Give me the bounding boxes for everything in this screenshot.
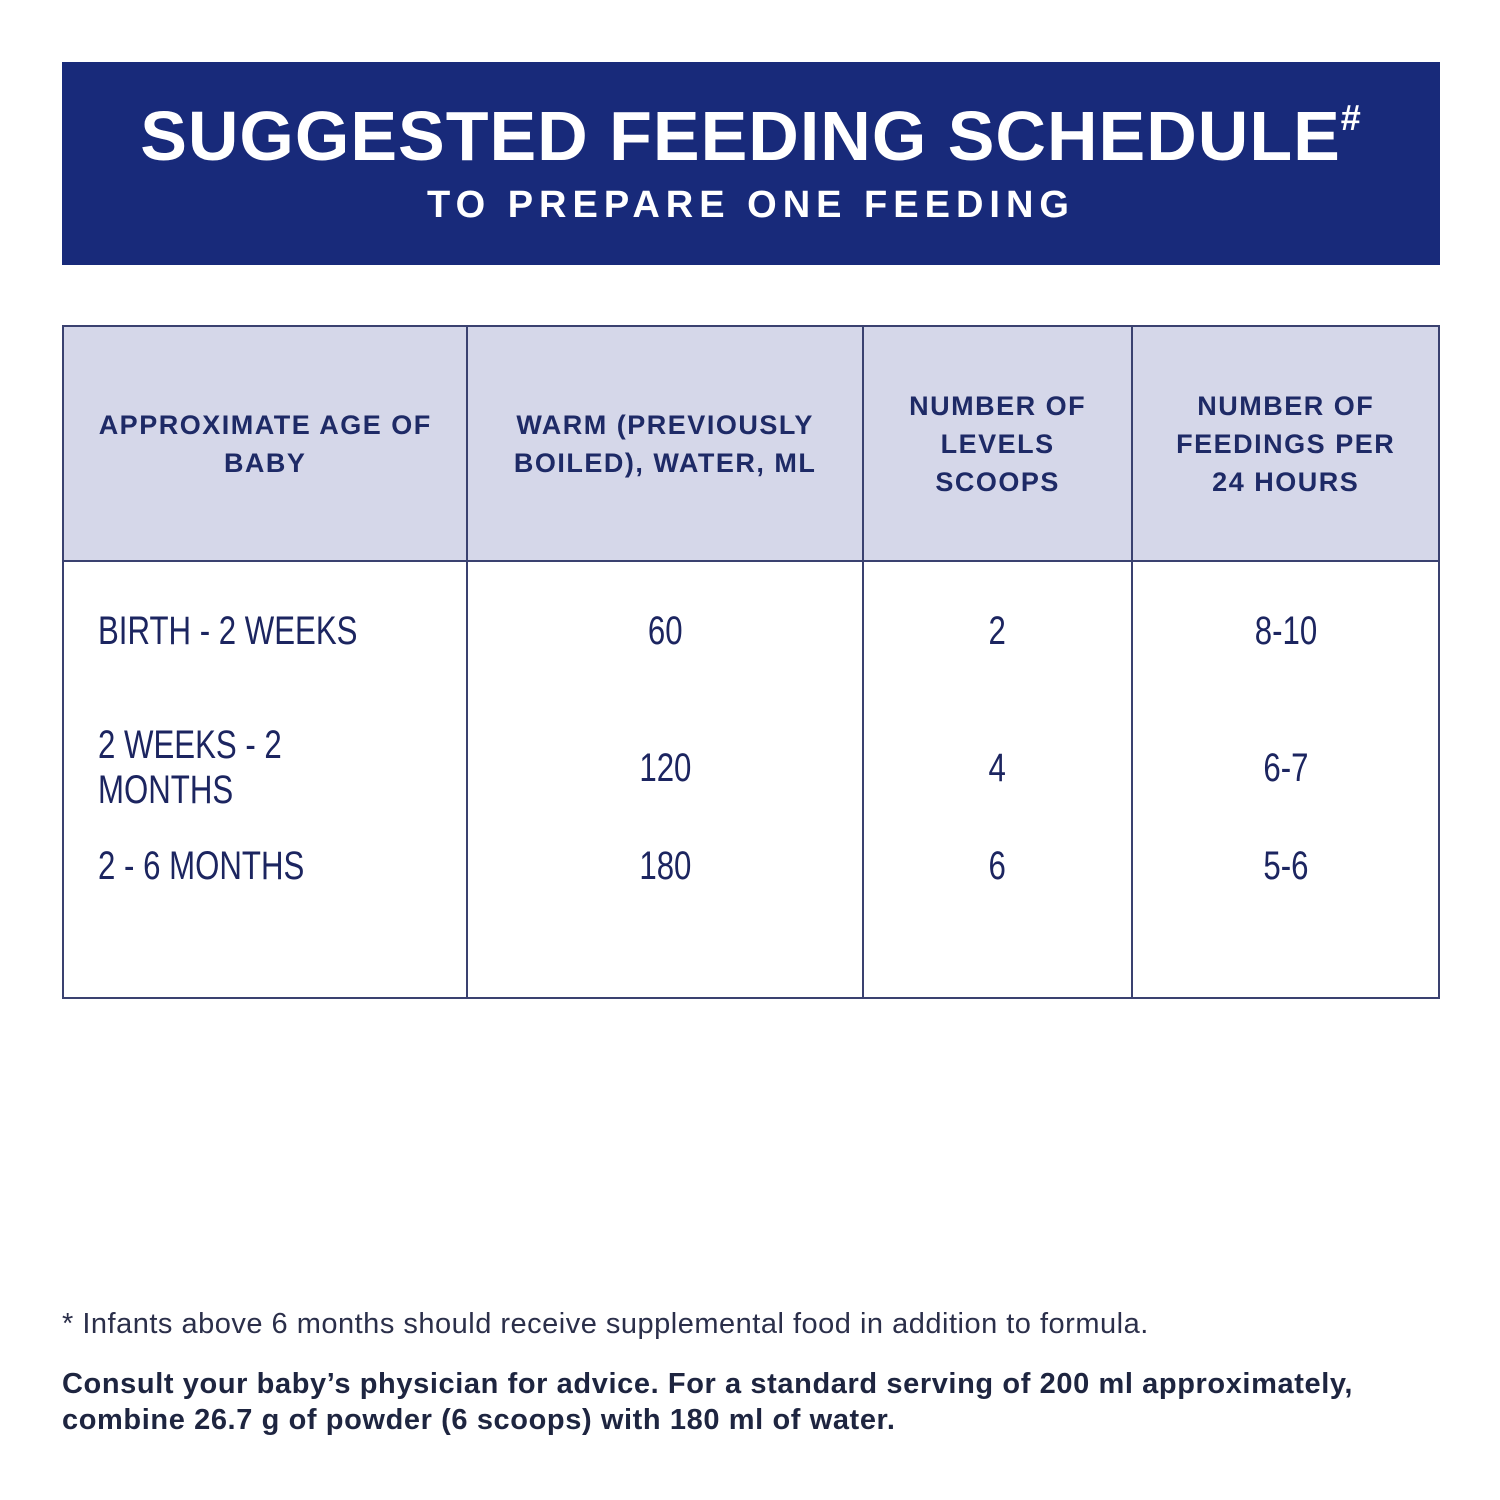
table-cell: 60 [466, 561, 864, 700]
table-cell: 6-7 [1131, 700, 1440, 836]
banner: SUGGESTED FEEDING SCHEDULE# TO PREPARE O… [62, 62, 1440, 265]
table-cell: 5-6 [1131, 836, 1440, 999]
table-cell: 120 [466, 700, 864, 836]
column-header: APPROXIMATE AGE OF BABY [61, 325, 469, 562]
table-cell: 4 [861, 700, 1134, 836]
title: SUGGESTED FEEDING SCHEDULE [140, 97, 1341, 175]
table-row: BIRTH - 2 WEEKS 60 2 8-10 [61, 561, 1440, 700]
table-cell: 8-10 [1131, 561, 1440, 700]
cell-value: 8-10 [1254, 608, 1317, 653]
age-range: BIRTH - 2 WEEKS [98, 608, 358, 653]
footnote: * Infants above 6 months should receive … [62, 1308, 1149, 1340]
schedule-table: APPROXIMATE AGE OF BABY WARM (PREVIOUSLY … [61, 325, 1440, 999]
age-range: 2 WEEKS - 2 MONTHS [98, 723, 282, 812]
title-mark: # [1340, 97, 1362, 138]
cell-value: 6 [988, 844, 1007, 888]
table-cell: 2 - 6 MONTHS [61, 836, 469, 999]
subtitle: TO PREPARE ONE FEEDING [427, 184, 1075, 226]
table-cell: 2 WEEKS - 2 MONTHS [61, 700, 469, 836]
age-range: 2 - 6 MONTHS [98, 844, 305, 888]
title-line: SUGGESTED FEEDING SCHEDULE# [62, 96, 1440, 176]
table-cell: BIRTH - 2 WEEKS [61, 561, 469, 700]
advice: Consult your baby’s physician for advice… [62, 1368, 1354, 1436]
table-row: 2 WEEKS - 2 MONTHS 120 4 6-7 [61, 700, 1440, 836]
cell-value: 60 [647, 608, 683, 653]
header-row: APPROXIMATE AGE OF BABY WARM (PREVIOUSLY … [61, 325, 1440, 562]
cell-value: 5-6 [1263, 844, 1309, 888]
cell-value: 6-7 [1263, 745, 1309, 790]
table-cell: 6 [861, 836, 1134, 999]
table-cell: 180 [466, 836, 864, 999]
cell-value: 120 [639, 745, 692, 790]
table-row: 2 - 6 MONTHS 180 6 5-6 [61, 836, 1440, 999]
column-header: WARM (PREVIOUSLY BOILED), WATER, ML [466, 325, 864, 562]
cell-value: 180 [639, 844, 692, 888]
cell-value: 4 [988, 745, 1007, 790]
column-header: NUMBER OF FEEDINGS PER 24 HOURS [1131, 325, 1440, 562]
table-head: APPROXIMATE AGE OF BABY WARM (PREVIOUSLY … [61, 325, 1440, 562]
column-header: NUMBER OF LEVELS SCOOPS [861, 325, 1134, 562]
table-body: BIRTH - 2 WEEKS 60 2 8-10 2 WEEKS - 2 MONTHS… [61, 561, 1440, 999]
table-cell: 2 [861, 561, 1134, 700]
cell-value: 2 [988, 608, 1007, 653]
